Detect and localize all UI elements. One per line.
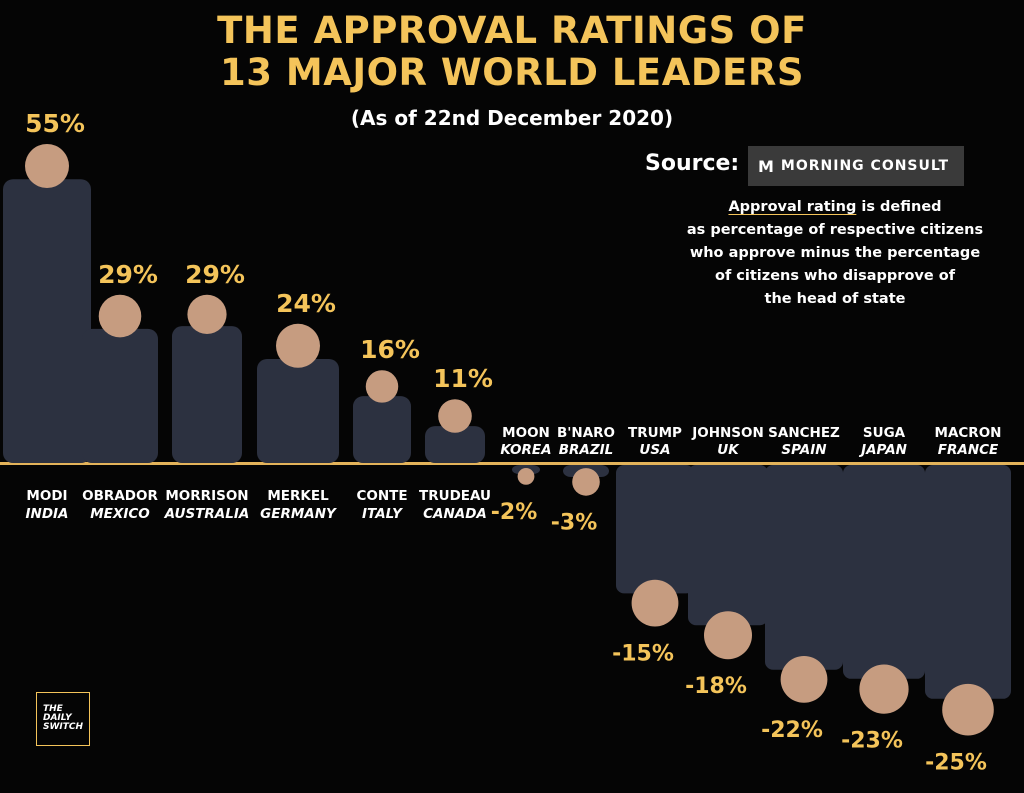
value-label: 24%: [276, 289, 336, 318]
title-line-2: 13 MAJOR WORLD LEADERS: [220, 51, 804, 94]
leader-name: SUGA: [863, 425, 906, 441]
leader-body-bar: [172, 326, 242, 463]
zero-baseline: [0, 462, 1024, 465]
leader-country: FRANCE: [938, 442, 999, 458]
leader-bar: [765, 465, 843, 703]
leader-head-icon: [438, 399, 472, 433]
leader-name: JOHNSON: [691, 425, 764, 441]
leader-head-icon: [98, 294, 142, 338]
leader-bar: [3, 144, 91, 463]
leader-head-icon: [859, 664, 909, 714]
value-label: 29%: [185, 260, 245, 289]
leader-name: TRUDEAU: [419, 488, 491, 504]
leader-country: ITALY: [362, 506, 403, 522]
leader-body-bar: [616, 465, 694, 594]
leader-bar: [257, 323, 339, 463]
definition-line-3: who approve minus the percentage: [689, 245, 981, 261]
leader-country: GERMANY: [260, 506, 337, 522]
value-label: -18%: [685, 674, 747, 699]
leader-head-icon: [187, 294, 227, 334]
leader-country: CANADA: [423, 506, 487, 522]
leader-bar: [688, 465, 768, 660]
leader-bar: [843, 465, 925, 714]
definition-line-1: Approval rating is defined: [650, 196, 1020, 219]
leader-bar: [512, 465, 540, 485]
leader-country: MEXICO: [90, 506, 149, 522]
definition-term: Approval rating: [728, 199, 857, 215]
leader-country: JAPAN: [858, 442, 908, 458]
leader-head-icon: [704, 611, 752, 660]
leader-bar: [353, 370, 411, 463]
chart-title: THE APPROVAL RATINGS OF 13 MAJOR WORLD L…: [0, 10, 1024, 94]
leader-country: AUSTRALIA: [164, 506, 250, 522]
value-label: -25%: [925, 751, 987, 776]
leader-body-bar: [3, 179, 91, 463]
value-label: -3%: [551, 511, 597, 536]
daily-switch-logo: THE DAILY SWITCH: [36, 692, 90, 746]
leader-name: B'NARO: [557, 425, 615, 441]
leader-name: MODI: [26, 488, 67, 504]
leader-name: SANCHEZ: [768, 425, 840, 441]
morning-consult-logo-icon: M: [758, 156, 775, 176]
leader-head-icon: [517, 468, 535, 485]
leader-name: MERKEL: [267, 488, 329, 504]
title-line-1: THE APPROVAL RATINGS OF: [217, 9, 807, 52]
leader-name: CONTE: [356, 488, 407, 504]
value-label: -22%: [761, 718, 823, 743]
leader-country: SPAIN: [781, 442, 827, 458]
leader-head-icon: [276, 323, 320, 368]
leader-bar: [563, 465, 609, 496]
leader-body-bar: [843, 465, 925, 679]
leader-body-bar: [82, 328, 158, 463]
leader-bar: [82, 294, 158, 463]
leader-name: OBRADOR: [82, 488, 158, 504]
brand-line-1: THE: [43, 704, 63, 714]
value-label: -2%: [491, 500, 537, 525]
leader-body-bar: [425, 426, 485, 463]
leader-head-icon: [25, 144, 69, 188]
leader-head-icon: [780, 656, 828, 703]
leader-country: BRAZIL: [559, 442, 614, 458]
value-label: 16%: [360, 335, 420, 364]
definition-line-4: of citizens who disapprove of: [714, 268, 956, 284]
leader-country: UK: [717, 442, 740, 458]
leader-body-bar: [688, 465, 768, 626]
leader-body-bar: [257, 359, 339, 463]
brand-line-2: DAILY: [43, 713, 72, 723]
leader-bar: [172, 294, 242, 463]
brand-line-3: SWITCH: [43, 722, 84, 732]
value-label: 55%: [25, 109, 85, 138]
leader-body-bar: [925, 465, 1011, 699]
leader-country: INDIA: [26, 506, 69, 522]
value-label: 29%: [98, 260, 158, 289]
definition-line-5: the head of state: [764, 291, 906, 307]
leader-bar: [425, 399, 485, 463]
source-badge: M MORNING CONSULT: [748, 146, 964, 186]
leader-head-icon: [631, 579, 679, 627]
definition-line-1-rest: is defined: [856, 199, 942, 215]
leader-head-icon: [572, 468, 600, 496]
leader-body-bar: [765, 465, 843, 670]
leader-country: USA: [639, 442, 670, 458]
leader-head-icon: [942, 683, 994, 736]
source-name: MORNING CONSULT: [780, 158, 950, 174]
value-label: 11%: [433, 364, 493, 393]
leader-name: MACRON: [935, 425, 1002, 441]
value-label: -15%: [612, 642, 674, 667]
leader-body-bar: [353, 396, 411, 463]
leader-bar: [925, 465, 1011, 736]
leader-name: MORRISON: [165, 488, 248, 504]
definition-line-2: as percentage of respective citizens: [686, 222, 984, 238]
leader-head-icon: [365, 370, 399, 403]
value-label: -23%: [841, 729, 903, 754]
source-label: Source:: [645, 151, 740, 176]
chart-subtitle: (As of 22nd December 2020): [350, 106, 674, 130]
leader-country: KOREA: [500, 442, 551, 458]
leader-name: MOON: [502, 425, 550, 441]
definition-note: Approval rating is defined as percentage…: [650, 196, 1020, 311]
leader-bar: [616, 465, 694, 627]
leader-name: TRUMP: [628, 425, 682, 441]
